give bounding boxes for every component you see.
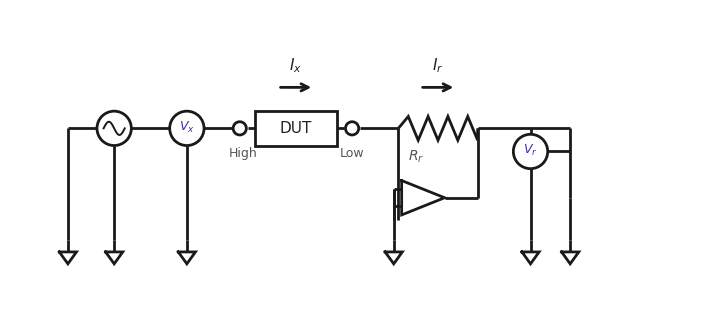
Polygon shape	[522, 252, 539, 264]
Polygon shape	[106, 252, 123, 264]
Text: High: High	[229, 147, 258, 160]
Text: V$_x$: V$_x$	[179, 120, 195, 135]
Polygon shape	[402, 180, 445, 215]
Polygon shape	[59, 252, 77, 264]
Polygon shape	[178, 252, 195, 264]
Circle shape	[169, 111, 204, 145]
Circle shape	[233, 122, 246, 135]
Circle shape	[513, 134, 548, 169]
Text: Low: Low	[340, 147, 364, 160]
Text: I$_r$: I$_r$	[432, 57, 444, 76]
Text: I$_x$: I$_x$	[290, 57, 303, 76]
Polygon shape	[562, 252, 578, 264]
Text: R$_r$: R$_r$	[408, 148, 424, 165]
Text: DUT: DUT	[279, 121, 312, 136]
Bar	[255, 111, 337, 145]
Circle shape	[345, 122, 358, 135]
Polygon shape	[385, 252, 403, 264]
Text: V$_r$: V$_r$	[523, 142, 538, 158]
Circle shape	[97, 111, 131, 145]
